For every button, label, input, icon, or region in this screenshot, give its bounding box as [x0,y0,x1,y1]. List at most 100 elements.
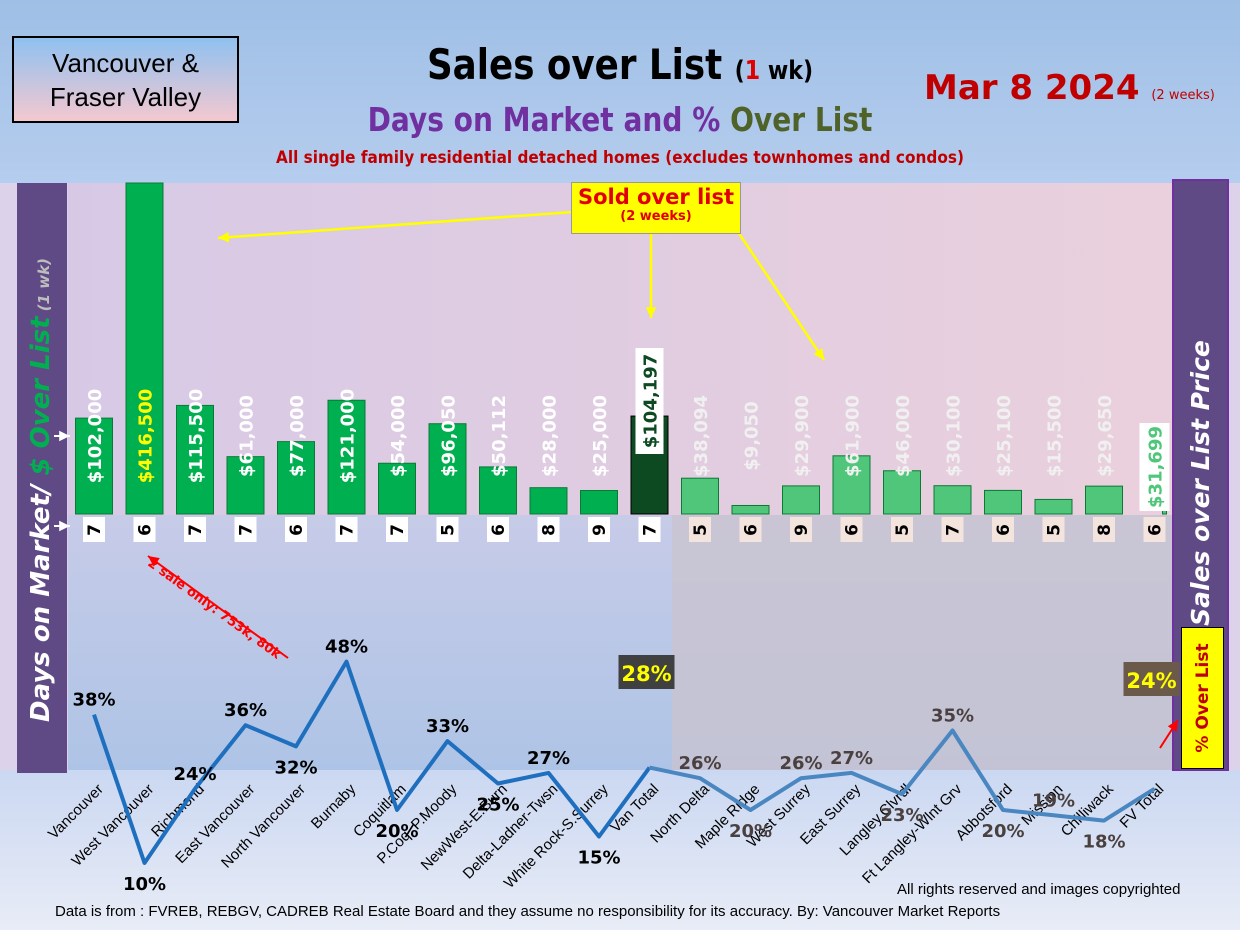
bar [125,182,164,515]
dom-label: 7 [186,524,206,536]
report-date: Mar 8 2024 (2 weeks) [924,68,1215,108]
dom-box [790,517,812,542]
bar [529,487,568,515]
bar [176,404,214,515]
callout-arrow-left-head [218,232,230,243]
pct-label: 38% [72,690,115,711]
bar [1034,498,1073,515]
bar [933,485,972,515]
pct-label: 19% [1032,790,1075,811]
source-note: Data is from : FVREB, REBGV, CADREB Real… [55,903,1001,920]
dom-box [638,517,661,542]
dom-box [1093,517,1115,542]
dom-label: 6 [136,524,156,536]
bar-value-label: $29,650 [1095,395,1116,477]
copyright-note: All rights reserved and images copyright… [897,881,1181,898]
bar-value-label: $54,000 [388,395,409,477]
bar [681,477,719,515]
annotation-arrow [147,555,289,659]
dom-box [739,517,762,542]
right-axis-label: Sales over List Price [1186,340,1215,626]
bar [75,417,113,515]
bar-value-label: $31,699 [1146,426,1167,508]
dom-label: 6 [1146,524,1166,536]
bar-value-label: $50,112 [489,395,510,477]
pct-label: 15% [577,848,620,869]
chart-subtitle-2: All single family residential detached h… [276,148,964,168]
pct-line-van [92,659,652,865]
fv-region-shade [672,515,1173,770]
dom-label: 7 [641,524,661,536]
pct-label: 20% [375,821,418,842]
callout-arrow-right [736,231,826,361]
left-axis-part2: $ Over List [26,315,56,476]
dom-box [487,517,509,542]
dom-label: 7 [237,524,257,536]
dom-label: 9 [590,524,610,536]
bar [832,455,871,515]
dom-box [891,517,913,542]
total-pct-label: 28% [621,662,671,686]
pct-label: 27% [830,748,873,769]
legend-pointer-arrow-head [1167,720,1178,732]
pct-label: 26% [779,753,822,774]
dom-box [335,517,358,542]
pct-label: 27% [527,748,570,769]
pct-label: 20% [729,821,772,842]
dom-box [537,517,560,542]
dom-label: 6 [287,524,307,536]
chart-title: Sales over List (1 wk) [426,40,814,89]
total-pct-label: 24% [1126,669,1176,693]
bar [1085,485,1123,515]
region-box: Vancouver & Fraser Valley [12,36,239,123]
bar [277,441,315,515]
left-axis-part3: (1 wk) [35,258,53,316]
pct-label: 10% [123,874,166,895]
van-total-label-bg [635,348,664,454]
dom-box [1143,517,1166,542]
dom-box [234,517,257,542]
dom-box [83,517,105,542]
pct-label: 26% [678,753,721,774]
axis-pointer-lower-head [59,520,70,532]
left-axis-panel [17,183,67,773]
axis-pointer-upper-head [59,430,70,442]
bar [226,456,265,515]
left-axis-part1: Days on Market/ [26,476,56,722]
bar-value-label: $30,100 [944,395,965,477]
total-pct-box [1123,662,1180,696]
dom-box [588,517,610,542]
dom-box [285,517,307,542]
dom-label: 5 [1045,524,1065,536]
pct-label: 48% [325,637,368,658]
dom-label: 5 [893,524,913,536]
chart-subtitle: Days on Market and % Over List [367,100,873,139]
pct-label: 18% [1082,832,1125,853]
bar-value-label: $25,100 [994,395,1015,477]
dom-label: 5 [439,524,459,536]
total-pct-box [618,655,675,689]
dom-label: 6 [994,524,1014,536]
pct-label: 20% [981,821,1024,842]
fv-total-label-bg [1139,423,1170,511]
bar-value-label: $102,000 [85,389,106,484]
bar-value-label: $96,050 [439,395,460,477]
bar-value-label: $104,197 [641,354,662,449]
pct-label: 23% [880,805,923,826]
bar [731,504,770,515]
dom-box [992,517,1014,542]
pct-line-fv [649,728,1156,823]
bar [479,466,517,515]
left-axis-label: Days on Market/ $ Over List (1 wk) [26,258,56,722]
dom-box [1042,517,1065,542]
dom-label: 6 [489,524,509,536]
bar-value-label: $121,000 [338,389,359,484]
bar [782,485,820,515]
pct-label: 35% [931,706,974,727]
dom-box [941,517,964,542]
pct-over-list-legend: % Over List [1181,627,1224,769]
dom-box [133,517,156,542]
bar-value-label: $29,900 [792,395,813,477]
dom-label: 8 [540,524,560,536]
